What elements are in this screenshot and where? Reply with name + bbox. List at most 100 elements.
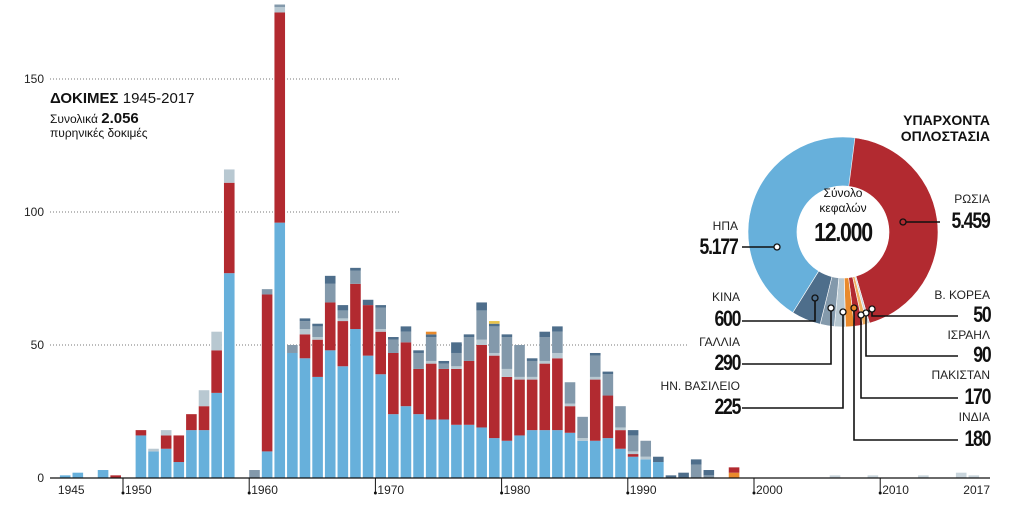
bar-1969-ussr [362,305,374,356]
bar-1994-china [678,472,689,478]
bar-1970-ussr [375,331,386,375]
bar-1958-ussr [223,182,235,274]
dot-pakistan [857,311,865,319]
bar-1963-france [287,345,298,353]
bar-1954-usa [173,462,185,478]
bar-1975-france [438,363,450,369]
dot-france [827,304,835,312]
bar-1983-usa [539,430,551,478]
bar-1988-ussr [602,395,614,439]
bar-1988-china [602,371,614,375]
bar-1974-uk [425,360,437,364]
bar-1971-france [388,339,399,353]
label-pakistan: ΠΑΚΙΣΤΑΝ [931,368,990,382]
bar-1967-usa [337,366,349,478]
dot-china [811,294,819,302]
donut-title: ΥΠΑΡΧΟΝΤΑ ΟΠΛΟΣΤΑΣΙΑ [901,112,990,144]
bar-1971-ussr [388,352,399,415]
x-tick-label: 1970 [377,483,404,497]
x-tick-dot [373,491,377,495]
bar-1965-france [312,326,323,338]
bar-1980-ussr [501,376,513,441]
bar-1979-ussr [488,355,500,439]
bar-1973-france [413,352,424,369]
leader-india [853,309,958,441]
bar-1978-ussr [476,345,487,428]
bar-1991-uk [640,456,652,460]
x-tick-label: 1980 [504,483,531,497]
bar-1958-usa [223,273,235,478]
value-israel: 90 [972,342,991,367]
bar-1968-china [350,267,361,271]
x-tick-dot [752,491,756,495]
bar-1957-ussr [211,350,222,393]
bar-1952-usa [148,451,159,478]
bar-1980-uk [501,368,513,377]
bar-1953-ussr [160,435,172,449]
bar-1990-china [627,430,639,436]
bar-1982-ussr [526,379,538,431]
bar-1951-usa [135,435,147,478]
bar-1974-india [425,331,437,335]
bar-1990-france [627,435,639,452]
bar-1953-uk [160,430,172,436]
bar-1976-uk [451,366,462,369]
bar-1979-usa [488,438,500,478]
bar-1968-france [350,270,361,284]
bar-1998-india [728,472,740,478]
bar-1982-uk [526,376,538,380]
y-tick-label: 50 [31,338,45,352]
bar-2017-nkorea [968,475,980,478]
bar-1977-ussr [463,360,475,425]
x-tick-dot [878,491,882,495]
x-tick-label: 1945 [58,483,85,497]
bar-1984-uk [552,352,563,359]
bar-1955-ussr [186,414,197,431]
bar-1956-uk [198,390,210,407]
bar-1996-france [703,475,715,478]
bar-1987-france [589,355,601,377]
bar-1954-ussr [173,435,185,463]
bar-1980-usa [501,440,513,478]
dot-nkorea [868,305,876,313]
bar-1970-china [375,305,386,308]
bar-1970-usa [375,374,386,478]
bar-1976-usa [451,424,462,478]
bar-1964-usa [299,358,311,478]
bar-1975-china [438,360,450,364]
bar-1962-usa [274,222,286,478]
bar-1985-ussr [564,406,576,433]
bar-1962-ussr [274,12,286,223]
bar-1961-ussr [261,294,273,452]
bar-1964-uk [299,329,311,335]
bar-1952-uk [148,448,159,452]
bar-1951-ussr [135,430,147,436]
bar-1956-usa [198,430,210,478]
value-france: 290 [714,350,741,375]
bar-1963-usa [287,352,298,478]
bar-1978-usa [476,427,487,478]
value-uk: 225 [714,394,741,419]
bar-1975-usa [438,419,450,478]
bar-1990-uk [627,451,639,455]
leader-china [742,299,816,322]
dot-usa [773,243,781,251]
x-tick-label: 1960 [251,483,278,497]
bar-1981-ussr [514,379,525,436]
bar-1972-ussr [400,342,412,407]
bar-1965-usa [312,376,323,478]
bar-1974-china [425,334,437,338]
bar-1966-usa [324,350,336,478]
bar-1983-france [539,337,551,361]
bar-1968-ussr [350,283,361,330]
bar-1978-china [476,302,487,311]
bar-1986-uk [577,438,588,441]
bar-1972-france [400,331,412,343]
bar-1982-china [526,358,538,361]
donut-center: Σύνολο κεφαλών 12.000 [793,186,893,248]
bar-2006-nkorea [829,475,841,478]
bar-1956-ussr [198,406,210,431]
bar-1983-uk [539,360,551,364]
donut-slice-russia [842,136,939,324]
bar-1984-france [552,331,563,353]
